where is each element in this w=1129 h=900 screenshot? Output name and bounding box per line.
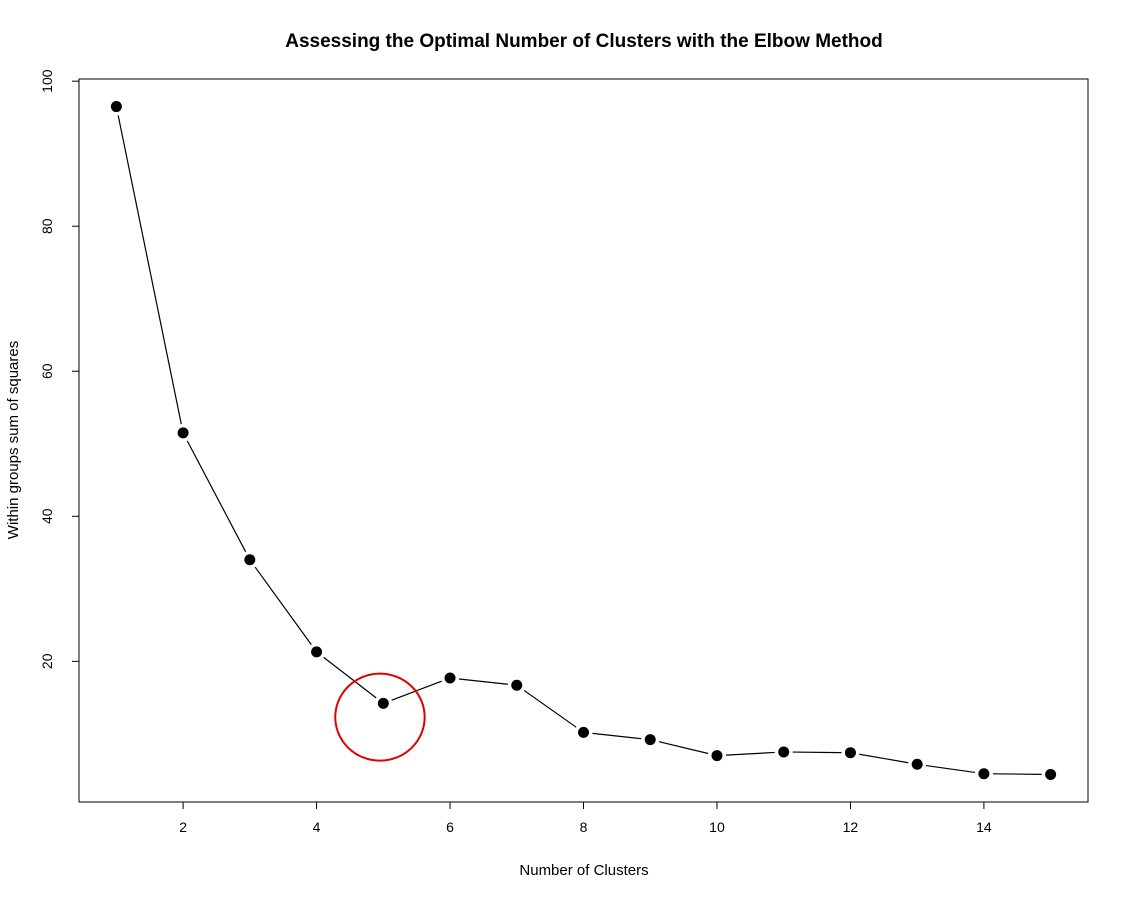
series-segment-6 [458, 678, 508, 685]
series-segment-14 [992, 773, 1042, 775]
x-axis: 2 4 6 8 10 12 14 [179, 802, 992, 835]
y-tick-label-40: 40 [39, 508, 55, 524]
data-point-10 [711, 750, 723, 762]
y-tick-label-20: 20 [39, 653, 55, 669]
x-tick-label-2: 2 [179, 819, 187, 835]
data-point-14 [978, 768, 990, 780]
data-points [110, 101, 1057, 780]
data-point-8 [578, 726, 589, 738]
series-segment-13 [925, 764, 976, 774]
series-segment-8 [592, 732, 642, 740]
series-segment-11 [792, 751, 842, 754]
y-tick-label-60: 60 [39, 363, 55, 379]
series-segment-1 [117, 115, 182, 425]
series-segment-4 [323, 656, 377, 699]
x-tick-label-8: 8 [580, 819, 588, 835]
data-point-15 [1045, 768, 1057, 780]
x-tick-label-6: 6 [446, 819, 454, 835]
data-point-9 [644, 734, 656, 746]
y-axis-label: Within groups sum of squares [5, 341, 22, 539]
series-segment-3 [254, 566, 312, 645]
x-tick-label-12: 12 [843, 819, 859, 835]
series-segment-9 [658, 741, 709, 755]
y-tick-label-80: 80 [39, 218, 55, 234]
x-axis-label: Number of Clusters [519, 862, 648, 879]
series-segment-2 [186, 440, 247, 553]
data-point-13 [911, 758, 923, 770]
data-point-1 [110, 101, 122, 113]
data-point-11 [778, 746, 790, 758]
annotation-group [334, 672, 426, 762]
data-point-7 [511, 679, 523, 691]
data-point-5 [377, 697, 389, 709]
x-tick-label-10: 10 [709, 819, 725, 835]
series-segment-7 [523, 689, 577, 728]
data-point-3 [244, 554, 256, 566]
y-axis: 20 40 60 80 100 [39, 69, 79, 669]
plot-frame [78, 78, 1089, 803]
x-tick-label-14: 14 [976, 819, 992, 835]
series-line-group [117, 115, 1042, 775]
x-tick-label-4: 4 [313, 819, 321, 835]
data-point-4 [311, 646, 323, 658]
series-segment-10 [725, 751, 775, 756]
chart-title: Assessing the Optimal Number of Clusters… [285, 31, 883, 52]
elbow-highlight-circle [334, 672, 426, 762]
data-point-2 [177, 427, 189, 439]
data-point-12 [844, 747, 856, 759]
series-segment-12 [859, 753, 909, 764]
y-tick-label-100: 100 [39, 69, 55, 93]
data-point-6 [444, 672, 456, 684]
